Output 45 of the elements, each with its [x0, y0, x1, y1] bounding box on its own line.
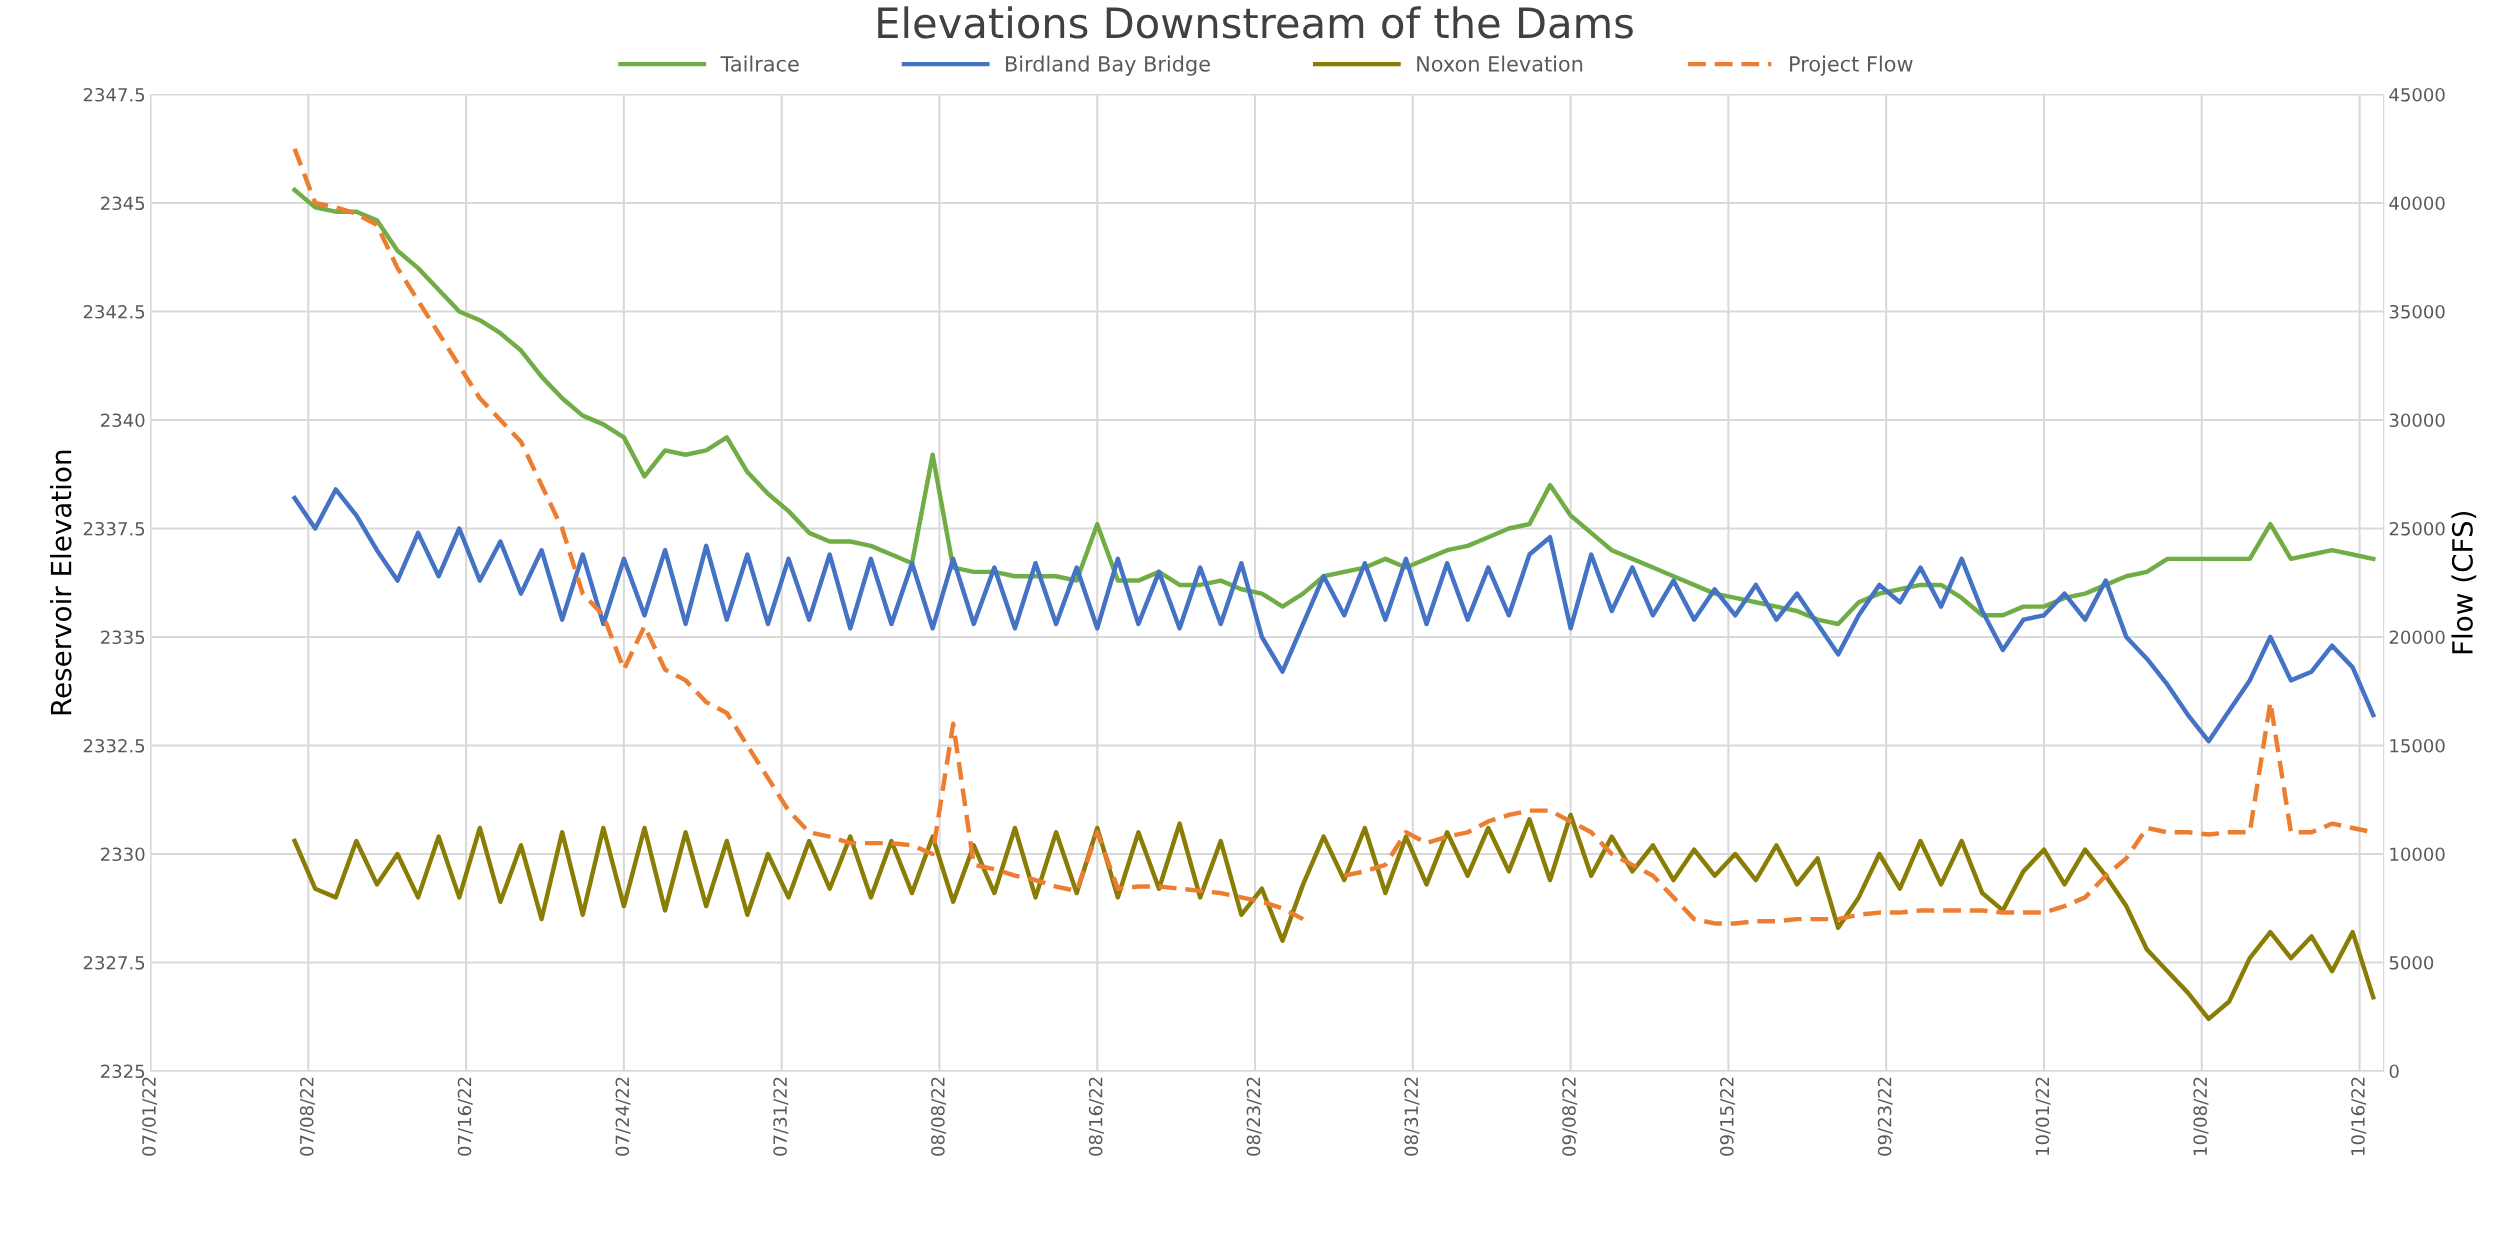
legend-label: Tailrace	[720, 55, 799, 72]
x-tick-label: 08/23/22	[1246, 1077, 1262, 1156]
line-series	[292, 812, 2376, 1022]
y-tick-label: 2340	[101, 413, 145, 428]
x-tick-label: 07/24/22	[615, 1077, 631, 1156]
y2-tick-label: 35000	[2389, 304, 2445, 319]
legend-label: Birdland Bay Bridge	[1006, 55, 1210, 76]
y-tick-label: 2332.5	[83, 738, 145, 753]
y2-tick-label: 5000	[2389, 955, 2434, 970]
y-tick-label: 2337.5	[83, 521, 145, 536]
x-tick-label: 08/08/22	[931, 1077, 947, 1156]
x-tick-label: 10/08/22	[2193, 1077, 2209, 1155]
line-series	[292, 187, 2376, 627]
y-tick-label: 2325	[101, 1064, 145, 1079]
y2-tick-label: 30000	[2389, 413, 2445, 428]
y-tick-label: 2342.5	[83, 304, 145, 319]
line-series	[292, 487, 2376, 744]
x-tick-label: 09/15/22	[1719, 1077, 1736, 1156]
x-tick-label: 09/08/22	[1562, 1077, 1578, 1156]
y-tick-label: 2335	[101, 630, 145, 645]
y2-tick-label: 0	[2389, 1064, 2399, 1079]
y-tick-label: 2345	[101, 196, 145, 211]
x-tick-label: 08/31/22	[1404, 1077, 1420, 1156]
y2-tick-label: 15000	[2390, 738, 2445, 753]
legend-label: Noxon Elevation	[1417, 55, 1583, 72]
legend-label: Project Flow	[1790, 55, 1913, 76]
y2-tick-label: 45000	[2389, 87, 2445, 102]
y2-tick-label: 25000	[2389, 521, 2445, 536]
x-tick-label: 07/01/22	[142, 1077, 158, 1156]
y2-tick-label: 40000	[2389, 196, 2445, 211]
x-tick-label: 10/16/22	[2351, 1077, 2367, 1155]
x-tick-label: 07/08/22	[299, 1077, 315, 1156]
x-tick-label: 08/16/22	[1088, 1077, 1104, 1156]
chart-title: Elevations Downstream of the Dams	[878, 6, 1633, 39]
x-tick-label: 09/23/22	[1877, 1077, 1893, 1156]
y2-axis-title: Flow (CFS)	[2451, 511, 2477, 654]
x-tick-label: 07/16/22	[457, 1077, 473, 1156]
y2-tick-label: 10000	[2390, 847, 2445, 862]
y-tick-label: 2347.5	[83, 87, 145, 102]
x-tick-label: 10/01/22	[2035, 1077, 2051, 1155]
x-tick-label: 07/31/22	[773, 1077, 789, 1156]
y2-tick-label: 20000	[2389, 630, 2445, 645]
y-axis-title: Reservoir Elevation	[50, 450, 72, 715]
y-tick-label: 2327.5	[83, 955, 145, 970]
y-tick-label: 2330	[101, 847, 145, 862]
